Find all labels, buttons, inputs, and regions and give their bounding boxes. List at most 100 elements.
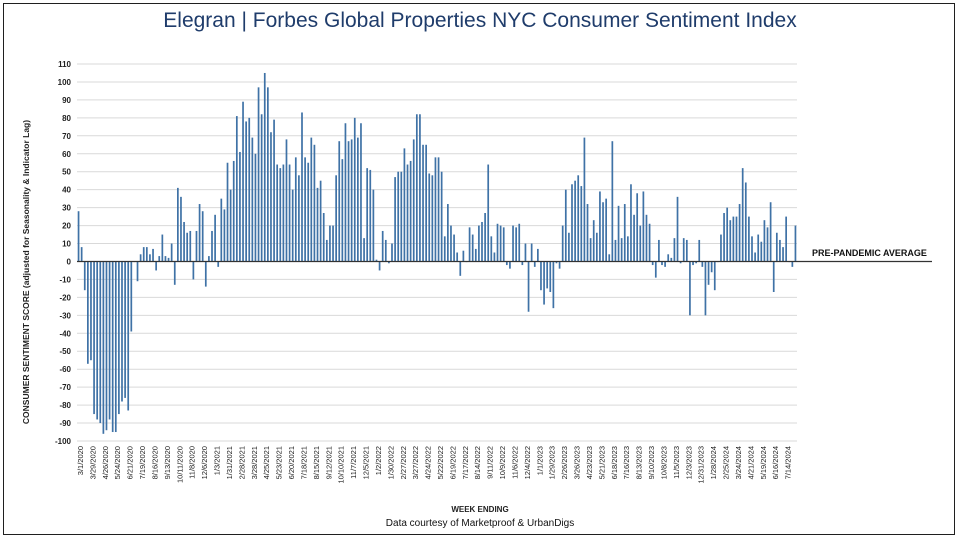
title-brand: Elegran | Forbes Global Properties (163, 9, 487, 32)
bar (217, 261, 220, 267)
bar (651, 261, 654, 266)
bar (298, 175, 300, 262)
bar (142, 247, 145, 262)
bar (90, 261, 92, 361)
bar (459, 261, 462, 276)
x-tick-label: 12/4/2022 (523, 446, 532, 479)
bar (673, 238, 676, 262)
bar (785, 216, 787, 262)
bar (434, 157, 437, 262)
bar (422, 144, 424, 262)
x-tick-label: 11/8/2020 (188, 446, 197, 479)
bar (546, 261, 549, 289)
bar (701, 261, 704, 267)
y-tick-label: 50 (62, 168, 71, 177)
bar (648, 223, 651, 262)
y-tick-label: -60 (59, 365, 71, 374)
bar (360, 123, 362, 262)
x-tick-label: 3/26/2023 (573, 446, 582, 479)
bar (310, 137, 313, 262)
bar (431, 175, 434, 262)
bar (96, 261, 99, 420)
bar (595, 232, 598, 262)
bar (592, 220, 595, 262)
x-tick-label: 9/11/2022 (486, 446, 495, 479)
bar (155, 261, 157, 271)
bar (388, 261, 390, 264)
x-tick-label: 4/21/2024 (746, 446, 755, 479)
bar (102, 261, 105, 434)
bar (642, 191, 645, 262)
bar (121, 261, 123, 402)
y-tick-label: 80 (62, 114, 71, 123)
bar (518, 223, 521, 262)
bar (251, 137, 254, 262)
bar (614, 239, 617, 262)
bar (77, 211, 80, 262)
x-axis-label: WEEK ENDING (451, 505, 509, 514)
bar (341, 159, 344, 262)
bar (549, 261, 552, 292)
x-tick-label: 3/24/2024 (734, 446, 743, 479)
bar (403, 148, 406, 262)
bar (543, 261, 545, 305)
bar (130, 261, 133, 332)
x-tick-label: 6/21/2020 (126, 446, 135, 479)
bar (335, 175, 337, 262)
bar (692, 261, 694, 266)
bar (502, 227, 505, 262)
bar (710, 261, 713, 273)
bar (177, 187, 179, 262)
bar (139, 254, 142, 262)
bar (282, 164, 285, 262)
x-tick-label: 4/26/2020 (101, 446, 110, 479)
x-tick-label: 1/29/2023 (548, 446, 557, 479)
bar (208, 256, 210, 262)
bar (676, 196, 679, 262)
bar (375, 259, 378, 262)
bar (775, 232, 778, 262)
y-tick-label: -90 (59, 419, 71, 428)
y-tick-label: 110 (58, 60, 71, 69)
bar (512, 225, 514, 262)
bar (118, 261, 120, 415)
y-tick-label: 70 (62, 132, 71, 141)
x-tick-label: 1/28/2024 (709, 446, 718, 479)
bar (353, 117, 356, 262)
bar (611, 141, 614, 262)
x-tick-label: 9/13/2020 (163, 446, 172, 479)
bar (704, 261, 707, 316)
x-tick-label: 5/24/2020 (113, 446, 122, 479)
x-tick-label: 3/1/2020 (76, 446, 85, 475)
bar (406, 164, 409, 262)
y-tick-label: 30 (62, 204, 71, 213)
bar (695, 261, 697, 264)
x-tick-label: 10/11/2020 (175, 446, 184, 483)
x-tick-label: 11/6/2022 (510, 446, 519, 479)
bar (124, 261, 126, 398)
bar (415, 114, 418, 262)
bar (161, 234, 164, 262)
bar (636, 193, 639, 262)
bar (363, 238, 365, 262)
bar (394, 177, 396, 262)
bar (484, 213, 486, 262)
bar (201, 211, 204, 262)
x-tick-label: 3/27/2022 (411, 446, 420, 479)
bar (313, 144, 316, 262)
x-tick-label: 10/8/2023 (659, 446, 668, 479)
bar (350, 139, 353, 262)
bar (779, 239, 781, 262)
bar (698, 239, 701, 262)
bar (682, 238, 685, 262)
bar (521, 261, 524, 266)
bar (707, 261, 710, 285)
y-tick-label: -50 (59, 347, 71, 356)
y-tick-label: 90 (62, 96, 71, 105)
bar (294, 157, 297, 262)
bar (627, 236, 629, 262)
x-tick-label: 6/18/2023 (610, 446, 619, 479)
bar (602, 202, 604, 262)
bar (664, 261, 666, 267)
